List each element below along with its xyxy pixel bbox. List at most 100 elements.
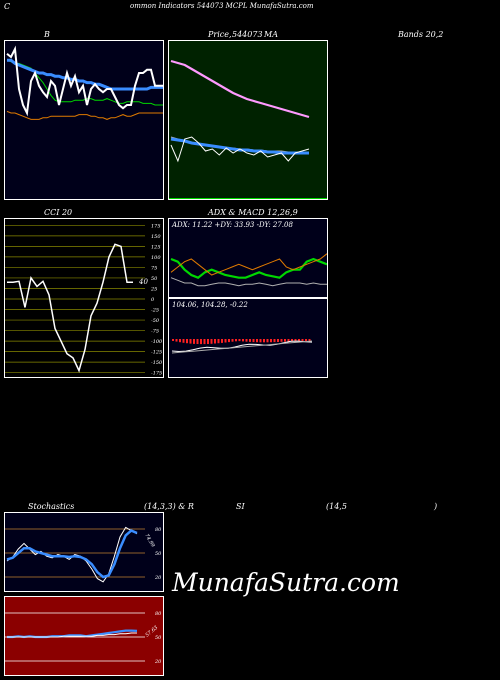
macd-histogram-bar [273, 339, 276, 343]
rsi-title: SI [236, 502, 245, 511]
adx-readout: ADX: 11.22 +DY: 33.93 -DY: 27.08 [172, 221, 293, 229]
macd-signal-line [171, 340, 313, 354]
cci-line [7, 243, 133, 373]
macd-histogram-bar [221, 339, 223, 343]
cci-panel: 175 150 125 100 75 50 25 0 -25 -50 -75 -100 -125 -150… [4, 218, 164, 378]
macd-histogram-bar [242, 339, 244, 342]
rsi-line [7, 629, 138, 639]
cci-title: CCI 20 [44, 208, 73, 217]
macd-histogram-bar [228, 339, 230, 343]
ma-short-line [170, 137, 309, 155]
macd-histogram-bar [277, 339, 279, 342]
macd-histogram-bar [245, 339, 248, 342]
macd-histogram-bar [175, 339, 178, 342]
cci-tick-label: 25 [150, 286, 157, 292]
adx-macd-title: ADX & MACD 12,26,9 [208, 208, 298, 217]
rsi-tick-label: 20 [154, 659, 162, 665]
macd-histogram-bar [189, 339, 192, 344]
bands-label: Bands 20,2 [398, 30, 444, 39]
macd-histogram-bar [287, 339, 290, 342]
cci-tick-label: 150 [151, 234, 161, 240]
bb-lower-line [6, 110, 163, 120]
macd-histogram-bar [249, 339, 251, 342]
macd-histogram-bar [256, 339, 258, 343]
bollinger-panel [4, 40, 164, 200]
cci-tick-label: -75 [151, 329, 159, 335]
macd-histogram-bar [182, 339, 185, 343]
stoch-tick-label: 20 [154, 575, 162, 581]
cci-tick-label: -50 [151, 318, 160, 324]
adx-minus-line [170, 253, 327, 276]
cci-tick-label: -150 [151, 360, 163, 366]
macd-histogram-bar [179, 339, 181, 343]
watermark: MunafaSutra.com [172, 568, 400, 597]
macd-histogram-bar [207, 339, 209, 344]
ma-price-line [170, 136, 310, 163]
stoch-params: (14,3,3) & R [144, 502, 194, 511]
macd-histogram-bar [266, 339, 269, 343]
stoch-tick-label: 50 [155, 551, 162, 557]
stoch-tick-label: 80 [155, 527, 162, 533]
rsi-tick-label: 80 [155, 611, 162, 617]
bb-price-line [6, 45, 163, 117]
macd-histogram-bar [235, 339, 237, 342]
cci-tick-label: -125 [151, 350, 162, 356]
price-code: 544073 [232, 30, 263, 39]
price-label: Price, [208, 30, 232, 39]
macd-histogram-bar [200, 339, 202, 345]
cci-value-label: 40 [138, 278, 148, 286]
macd-histogram-bar [203, 339, 206, 345]
stoch-title: Stochastics [28, 502, 75, 511]
macd-histogram-bar [308, 339, 311, 341]
cci-tick-label: 50 [151, 276, 158, 282]
cci-tick-label: -100 [151, 339, 163, 345]
rsi-params: (14,5 [326, 502, 347, 511]
macd-histogram-bar [263, 339, 265, 343]
rsi-panel: 80 50 20 57.63 [4, 596, 164, 676]
macd-histogram-bar [214, 339, 216, 344]
adx-panel: ADX: 11.22 +DY: 33.93 -DY: 27.08 [168, 218, 328, 298]
macd-line [171, 340, 313, 353]
macd-histogram-bar [196, 339, 199, 344]
macd-histogram-bar [224, 339, 227, 343]
macd-histogram-bar [280, 339, 283, 342]
macd-histogram-bar [193, 339, 195, 344]
close-paren: ) [434, 502, 438, 511]
cci-tick-label: -25 [151, 308, 159, 314]
cci-tick-label: -175 [151, 371, 162, 377]
macd-histogram-bar [305, 339, 307, 341]
price-ma-chart [169, 59, 327, 199]
macd-panel: 104.06, 104.28, -0.22 [168, 298, 328, 378]
macd-histogram-bar [291, 339, 293, 342]
macd-histogram-bar [298, 339, 300, 342]
macd-histogram-bar [217, 339, 220, 344]
macd-histogram-bar [294, 339, 297, 342]
stoch-d-line [6, 529, 138, 579]
header-c: C [4, 2, 11, 11]
macd-histogram-bar [186, 339, 188, 344]
bollinger-title: B [44, 30, 50, 39]
ma-upper-line [170, 59, 310, 119]
adx-line [170, 277, 327, 287]
ma-label: MA [264, 30, 278, 39]
macd-histogram-bar [238, 339, 241, 342]
macd-histogram-bar [270, 339, 272, 343]
macd-histogram-bar [284, 339, 286, 342]
rsi-tick-label: 50 [155, 635, 162, 641]
macd-readout: 104.06, 104.28, -0.22 [172, 301, 248, 309]
cci-tick-label: 100 [151, 255, 161, 261]
bb-middle-line [7, 58, 163, 91]
adx-plus-line [170, 257, 327, 279]
macd-histogram-bar [252, 339, 255, 343]
price-ma-panel [168, 40, 328, 200]
macd-histogram-bar [172, 339, 174, 341]
cci-tick-label: 125 [151, 244, 161, 250]
adx-chart [170, 253, 327, 287]
stoch-chart: 80 50 20 74.99 [5, 526, 162, 583]
stoch-value-label: 74.99 [143, 533, 156, 549]
macd-histogram-bar [259, 339, 262, 343]
page-title: ommon Indicators 544073 MCPL MunafaSutra… [130, 2, 314, 10]
cci-tick-label: 75 [151, 265, 157, 271]
cci-chart: 175 150 125 100 75 50 25 0 -25 -50 -75 -100 -125 -150… [5, 223, 163, 377]
